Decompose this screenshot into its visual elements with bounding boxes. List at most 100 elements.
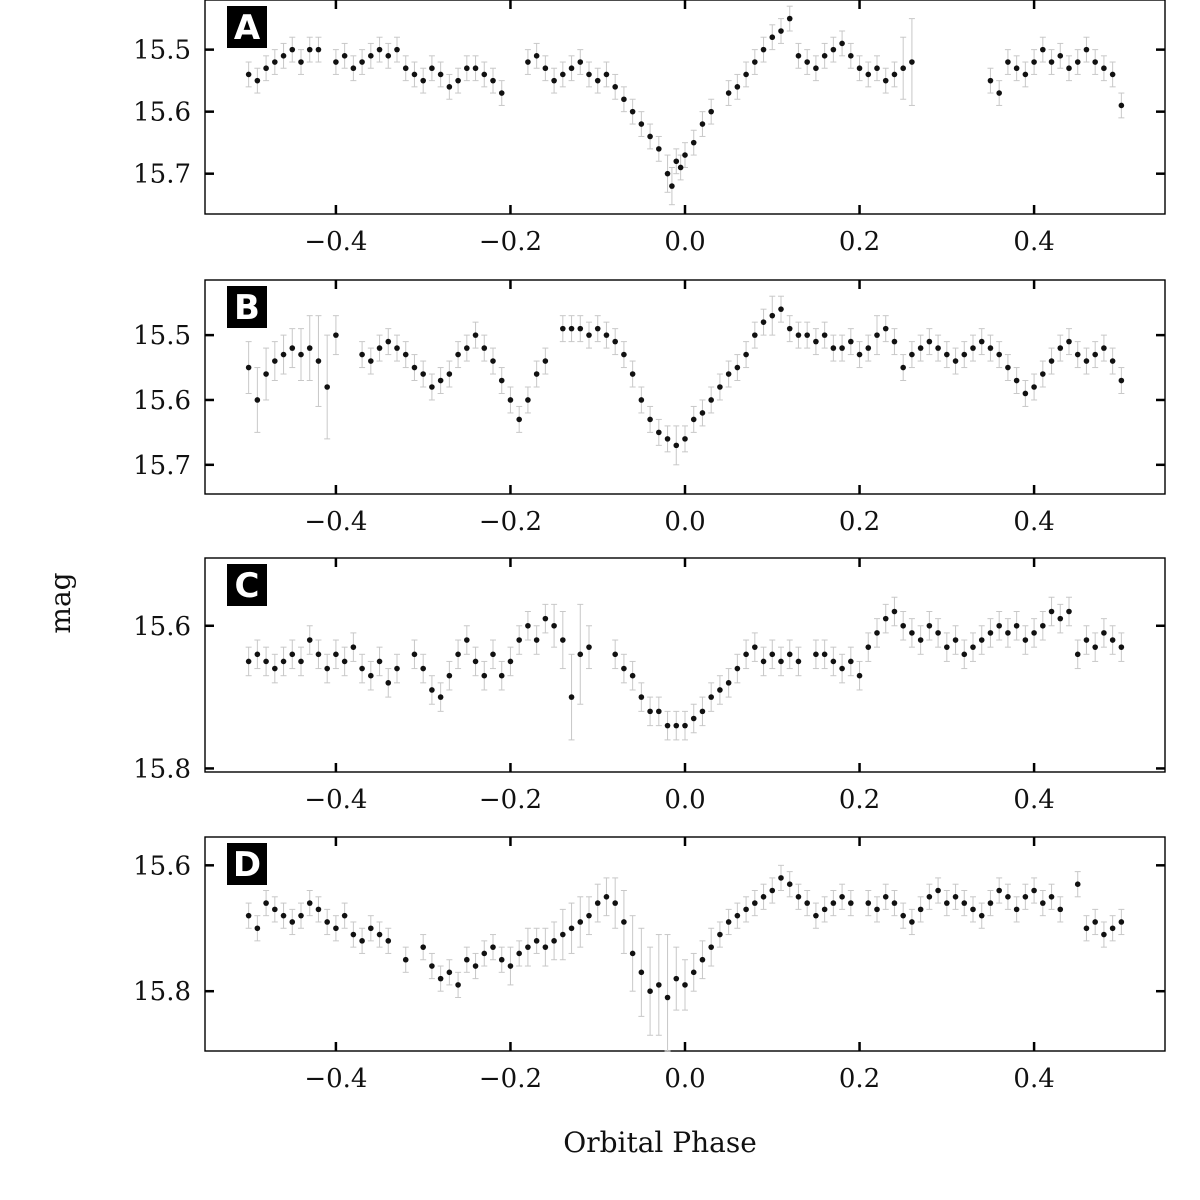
data-point (612, 900, 618, 906)
data-point (734, 665, 741, 672)
data-point (786, 881, 793, 888)
y-axis-title: mag (44, 572, 77, 633)
data-point (385, 938, 392, 944)
y-tick-label: 15.6 (133, 612, 191, 642)
data-point (961, 900, 968, 906)
data-point (987, 77, 994, 84)
data-point (725, 90, 732, 96)
data-point (481, 345, 488, 351)
data-point (909, 351, 915, 358)
data-point (1074, 651, 1081, 658)
data-point (507, 397, 514, 403)
data-point (437, 694, 444, 700)
x-tick-label: −0.4 (304, 785, 367, 815)
data-point (603, 332, 610, 338)
data-point (481, 950, 488, 957)
data-point (455, 351, 461, 358)
y-tick-label: 15.7 (133, 160, 191, 190)
data-points (245, 15, 1125, 189)
data-point (952, 637, 959, 643)
data-point (272, 59, 278, 65)
data-point (289, 651, 296, 658)
data-point (978, 637, 985, 643)
data-point (690, 139, 697, 146)
data-point (1040, 622, 1046, 629)
data-point (254, 925, 261, 932)
data-point (1074, 351, 1081, 358)
data-point (952, 358, 959, 364)
data-point (621, 96, 627, 103)
data-point (551, 77, 557, 84)
panel-label-box (227, 564, 267, 606)
data-point (638, 969, 645, 976)
data-point (865, 345, 872, 351)
data-point (734, 364, 741, 371)
data-point (935, 887, 941, 894)
data-point (760, 658, 767, 665)
data-point (629, 950, 636, 957)
data-point (865, 644, 872, 650)
data-point (1083, 637, 1090, 643)
data-point (621, 665, 627, 672)
data-point (699, 410, 706, 416)
data-point (560, 325, 566, 332)
data-point (1118, 377, 1125, 384)
data-point (813, 651, 819, 658)
data-point (1040, 371, 1046, 377)
data-point (254, 77, 261, 84)
y-tick-label: 15.6 (133, 386, 191, 416)
x-tick-label: 0.0 (664, 507, 705, 537)
data-point (394, 345, 400, 351)
x-tick-label: −0.2 (479, 785, 542, 815)
data-point (699, 956, 706, 963)
data-point (368, 358, 374, 364)
panel-b: −0.4 −0.2 0.0 0.2 0.4 15.5 15.6 15.7 B (133, 279, 1166, 537)
data-point (882, 615, 889, 622)
data-point (1013, 377, 1020, 384)
data-point (917, 637, 924, 643)
x-tick-label: 0.2 (839, 227, 880, 257)
data-point (629, 108, 636, 115)
data-point (978, 338, 985, 345)
data-point (490, 358, 496, 364)
data-point (594, 77, 601, 84)
data-point (1013, 65, 1020, 72)
data-point (1005, 364, 1011, 371)
panel-c: −0.4 −0.2 0.0 0.2 0.4 15.6 15.8 C (133, 557, 1166, 815)
data-point (429, 65, 435, 72)
data-point (669, 183, 675, 189)
panel-label: A (234, 8, 261, 48)
data-point (690, 416, 697, 423)
error-bars (245, 5, 1125, 206)
panel-label: C (235, 566, 260, 606)
data-point (900, 65, 906, 72)
data-point (464, 65, 470, 72)
data-point (472, 658, 479, 665)
data-point (490, 77, 496, 84)
data-point (813, 912, 819, 919)
data-point (839, 665, 845, 672)
data-point (594, 900, 601, 906)
data-point (804, 900, 810, 906)
x-tick-label: 0.2 (839, 1064, 880, 1094)
data-point (280, 351, 287, 358)
data-point (717, 687, 723, 693)
data-point (996, 351, 1002, 358)
data-point (961, 651, 968, 658)
data-point (551, 938, 557, 944)
data-point (272, 665, 278, 672)
data-point (594, 325, 601, 332)
data-point (324, 384, 330, 390)
data-point (1074, 881, 1081, 888)
data-point (315, 906, 322, 913)
data-point (891, 608, 898, 615)
data-point (917, 906, 924, 913)
data-point (446, 84, 453, 90)
data-point (909, 919, 915, 925)
data-point (987, 900, 994, 906)
data-point (725, 680, 732, 686)
data-point (690, 969, 697, 976)
x-tick-label: 0.0 (664, 227, 705, 257)
data-point (1118, 644, 1125, 650)
data-point (677, 164, 684, 171)
